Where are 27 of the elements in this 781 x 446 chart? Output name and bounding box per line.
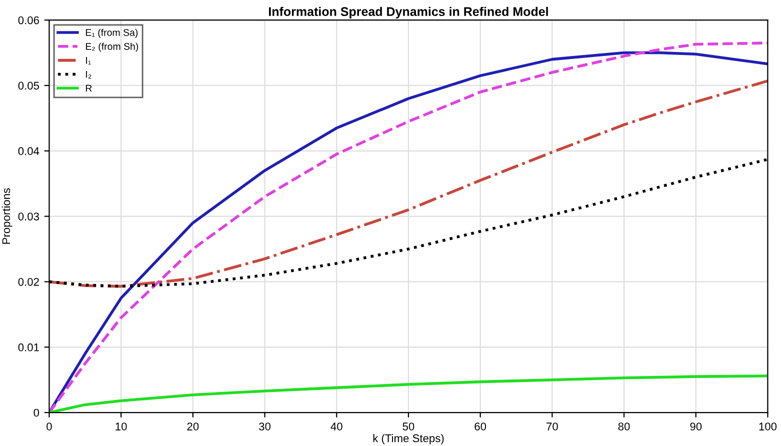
legend-label: E₁ (from Sa) — [86, 28, 138, 38]
y-tick-label: 0.04 — [18, 147, 40, 156]
x-tick-label: 100 — [759, 422, 777, 430]
legend-label: I₁ — [86, 57, 91, 65]
y-tick-label: 0.05 — [18, 82, 40, 90]
x-tick-label: 50 — [402, 422, 414, 430]
x-tick-label: 90 — [690, 422, 702, 430]
x-tick-label: 60 — [474, 422, 486, 430]
y-tick-label: 0.02 — [18, 278, 39, 286]
y-axis-title: Proportions — [2, 188, 12, 244]
chart-title: Information Spread Dynamics in Refined Model — [269, 6, 548, 18]
x-tick-label: 80 — [618, 422, 630, 430]
x-tick-label: 10 — [116, 422, 127, 430]
y-tick-label: 0 — [34, 408, 40, 417]
x-tick-label: 70 — [546, 422, 558, 430]
line-series — [49, 80, 768, 288]
x-axis-title: k (Time Steps) — [373, 434, 444, 444]
y-tick-label: 0.06 — [18, 16, 39, 24]
y-tick-label: 0.01 — [18, 343, 39, 352]
y-tick-label: 0.03 — [18, 212, 39, 220]
x-tick-label: 0 — [46, 422, 52, 430]
legend-label: E₂ (from Sh) — [86, 42, 138, 52]
legend-label: R — [86, 84, 92, 92]
legend-label: I₂ — [86, 70, 92, 78]
x-tick-label: 30 — [259, 422, 271, 430]
x-tick-label: 40 — [330, 422, 342, 430]
x-tick-label: 20 — [187, 422, 199, 430]
